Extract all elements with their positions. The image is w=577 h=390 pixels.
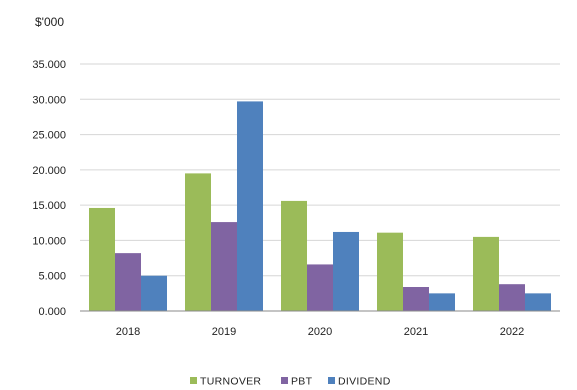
y-tick-label: 10.000 <box>32 235 66 247</box>
y-tick-label: 35.000 <box>32 59 66 71</box>
bars <box>89 101 551 311</box>
bar-dividend-2021 <box>429 293 455 311</box>
y-tick-label: 15.000 <box>32 200 66 212</box>
y-tick-label: 25.000 <box>32 130 66 142</box>
bar-dividend-2018 <box>141 275 167 311</box>
legend: TURNOVER PBT DIVIDEND <box>190 376 391 388</box>
x-tick-label: 2020 <box>308 326 332 338</box>
bar-dividend-2020 <box>333 231 359 311</box>
legend-label-pbt: PBT <box>291 376 313 388</box>
y-tick-label: 5.000 <box>38 271 66 283</box>
legend-swatch-dividend <box>328 377 335 384</box>
x-tick-label: 2021 <box>404 326 428 338</box>
bar-turnover-2020 <box>281 200 307 311</box>
y-tick-label: 20.000 <box>32 165 66 177</box>
unit-label: $'000 <box>35 15 64 29</box>
x-tick-label: 2018 <box>116 326 140 338</box>
bar-pbt-2019 <box>211 222 237 311</box>
bar-turnover-2021 <box>377 232 403 311</box>
y-tick-label: 0.000 <box>38 306 66 318</box>
legend-swatch-turnover <box>190 377 197 384</box>
x-tick-label: 2022 <box>500 326 524 338</box>
x-tick-label: 2019 <box>212 326 236 338</box>
y-tick-label: 30.000 <box>32 94 66 106</box>
bar-dividend-2019 <box>237 101 263 311</box>
bar-dividend-2022 <box>525 293 551 311</box>
legend-label-turnover: TURNOVER <box>200 376 261 388</box>
legend-swatch-pbt <box>281 377 288 384</box>
bar-turnover-2022 <box>473 236 499 311</box>
bar-turnover-2019 <box>185 173 211 311</box>
bar-pbt-2018 <box>115 253 141 311</box>
gridlines <box>80 63 560 277</box>
bar-turnover-2018 <box>89 207 115 311</box>
bar-pbt-2021 <box>403 287 429 311</box>
x-axis-tick-labels: 2018 2019 2020 2021 2022 <box>116 326 524 338</box>
bar-pbt-2022 <box>499 284 525 311</box>
legend-label-dividend: DIVIDEND <box>338 376 391 388</box>
bar-pbt-2020 <box>307 264 333 311</box>
y-axis-tick-labels: 0.000 5.000 10.000 15.000 20.000 25.000 30.000… <box>32 59 66 318</box>
